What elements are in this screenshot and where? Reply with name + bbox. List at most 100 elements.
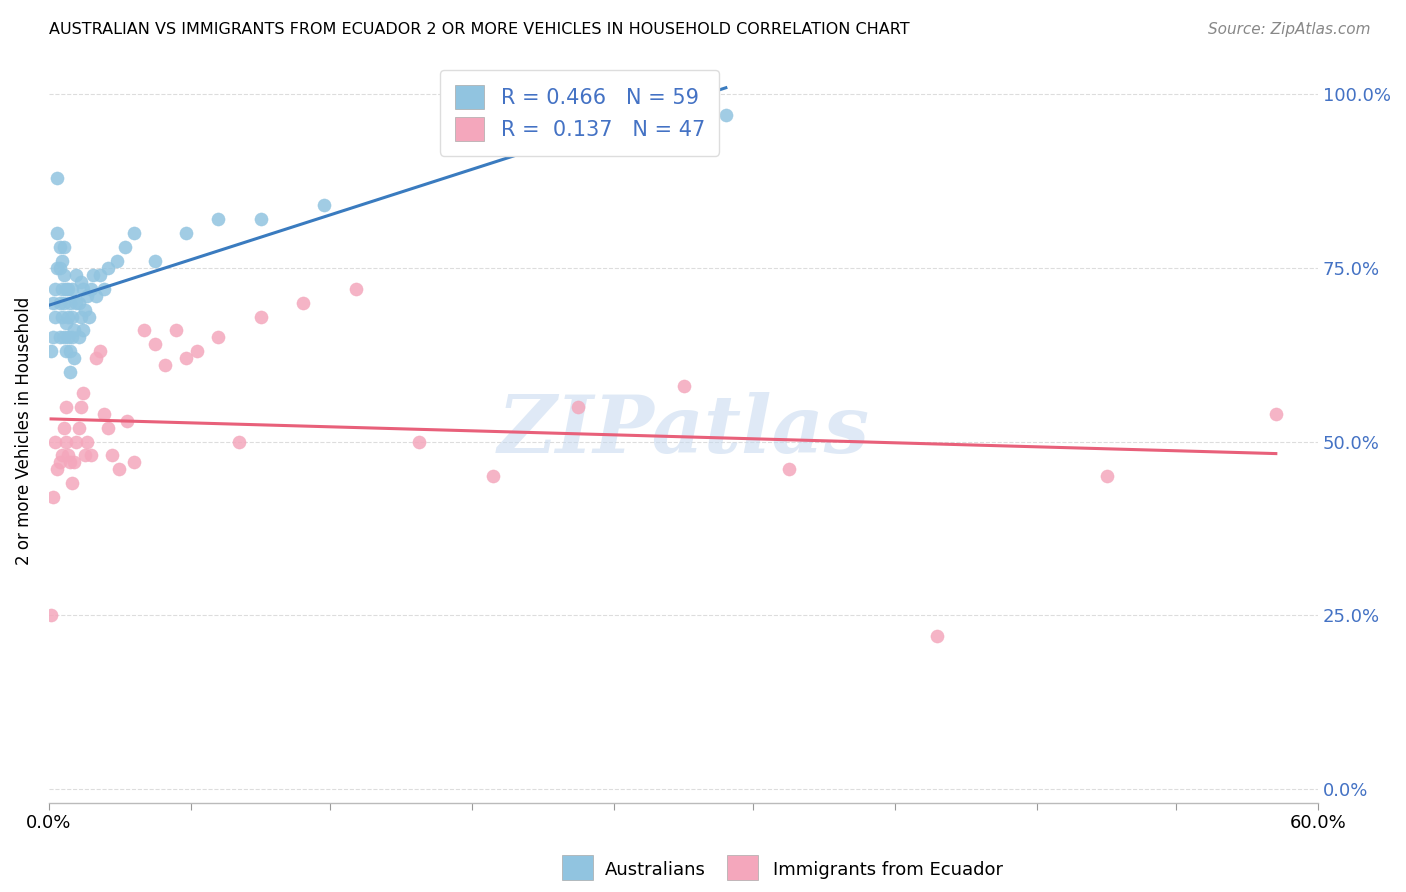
Point [927,629,949,643]
Point [67,420,90,434]
Point [39,344,62,359]
Point [51,254,73,268]
Point [93,407,115,421]
Point [72,323,94,337]
Point [84,288,107,302]
Point [143,254,166,268]
Point [89,344,111,359]
Point [55,282,77,296]
Point [42,490,65,504]
Point [48,295,70,310]
Point [65,295,87,310]
Point [176,351,198,366]
Y-axis label: 2 or more Vehicles in Household: 2 or more Vehicles in Household [15,297,32,566]
Point [48,330,70,344]
Point [105,254,128,268]
Point [42,330,65,344]
Point [60,282,83,296]
Point [42,295,65,310]
Point [228,434,250,449]
Point [176,226,198,240]
Point [48,260,70,275]
Point [55,434,77,449]
Point [46,260,69,275]
Point [77,310,100,324]
Point [52,240,75,254]
Point [76,434,98,449]
Point [56,310,79,324]
Point [76,288,98,302]
Point [69,275,91,289]
Point [155,358,177,372]
Point [46,170,69,185]
Point [65,434,87,449]
Point [114,240,136,254]
Point [59,455,82,469]
Point [80,282,103,296]
Point [249,310,271,324]
Point [56,330,79,344]
Point [89,268,111,282]
Point [52,330,75,344]
Point [63,323,86,337]
Point [55,400,77,414]
Point [48,455,70,469]
Point [39,608,62,623]
Point [44,434,66,449]
Point [55,317,77,331]
Point [65,268,87,282]
Point [52,268,75,282]
Point [107,462,129,476]
Point [186,344,208,359]
Point [48,240,70,254]
Point [55,344,77,359]
Point [672,379,695,393]
Point [60,310,83,324]
Point [59,365,82,379]
Point [714,108,737,122]
Point [69,400,91,414]
Point [122,226,145,240]
Point [67,330,90,344]
Point [122,455,145,469]
Point [72,385,94,400]
Point [60,330,83,344]
Point [115,414,138,428]
Point [73,449,96,463]
Point [312,198,335,212]
Point [567,400,589,414]
Point [80,449,103,463]
Point [46,226,69,240]
Point [207,212,229,227]
Text: ZIPatlas: ZIPatlas [498,392,870,470]
Point [482,469,505,483]
Point [59,295,82,310]
Text: Source: ZipAtlas.com: Source: ZipAtlas.com [1208,22,1371,37]
Point [778,462,800,476]
Point [97,260,120,275]
Point [46,462,69,476]
Point [165,323,187,337]
Point [291,295,314,310]
Point [51,282,73,296]
Point [44,310,66,324]
Point [97,420,120,434]
Point [52,295,75,310]
Point [134,323,156,337]
Legend: R = 0.466   N = 59, R =  0.137   N = 47: R = 0.466 N = 59, R = 0.137 N = 47 [440,70,720,155]
Point [56,449,79,463]
Point [101,449,124,463]
Point [1264,407,1286,421]
Point [51,449,73,463]
Text: Immigrants from Ecuador: Immigrants from Ecuador [773,861,1004,879]
Point [63,455,86,469]
Point [56,282,79,296]
Point [93,282,115,296]
Point [82,268,104,282]
Point [73,302,96,317]
Point [51,310,73,324]
Point [143,337,166,351]
Point [408,434,430,449]
Point [59,344,82,359]
Point [72,282,94,296]
